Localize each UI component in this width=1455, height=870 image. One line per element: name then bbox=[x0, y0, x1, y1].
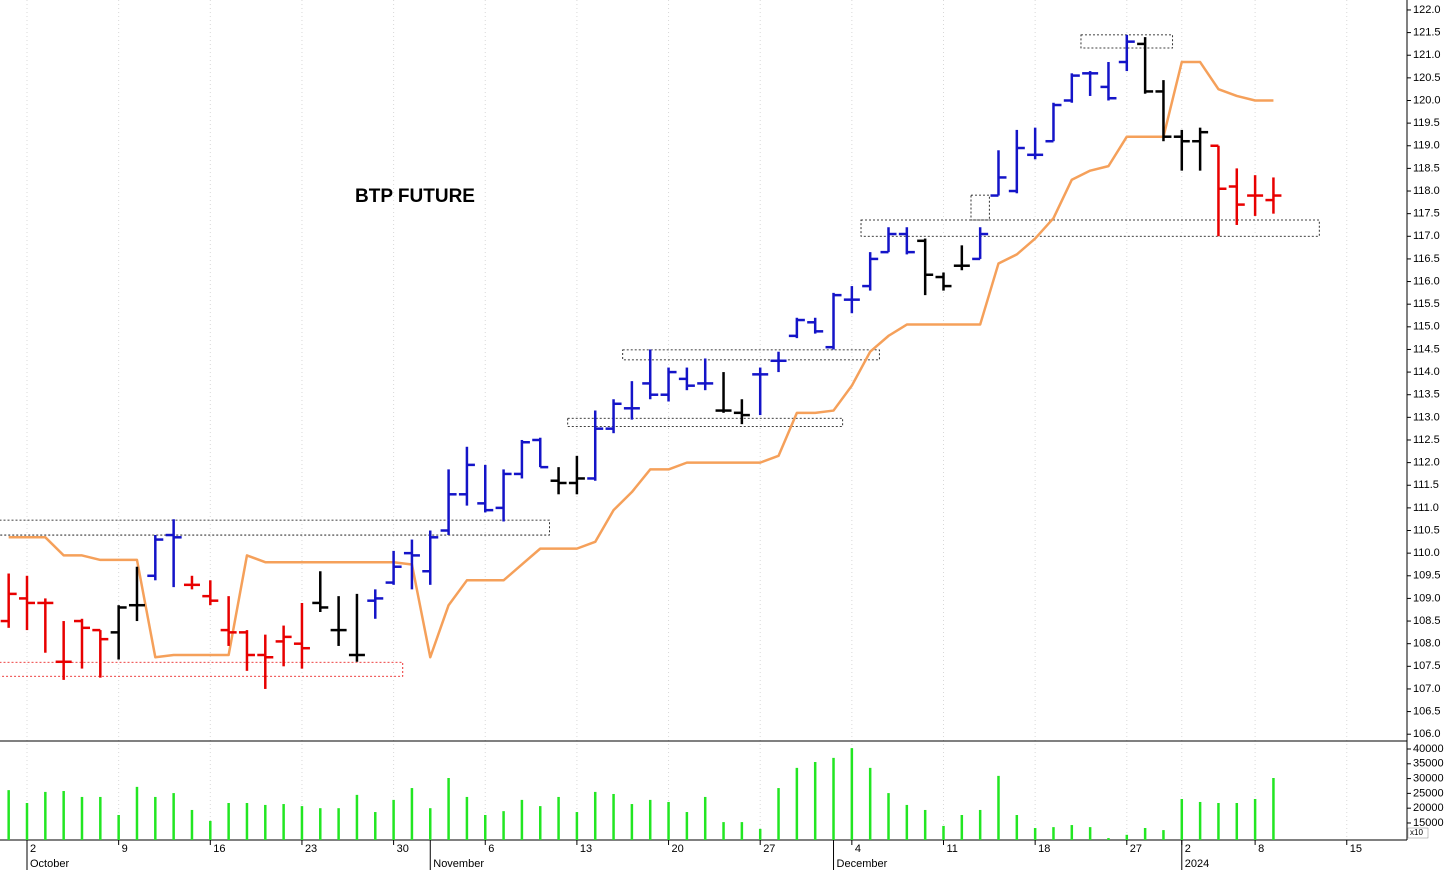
y-tick-label: 119.0 bbox=[1413, 140, 1440, 152]
y-tick-label: 121.5 bbox=[1413, 26, 1441, 38]
price-zone bbox=[970, 194, 990, 221]
y-tick-label: 110.0 bbox=[1413, 547, 1440, 559]
y-tick-label: 113.0 bbox=[1413, 411, 1440, 423]
price-zone bbox=[860, 219, 1320, 237]
y-tick-label: 110.5 bbox=[1413, 524, 1440, 536]
y-tick-label: 122.0 bbox=[1413, 4, 1441, 16]
y-tick-label: 108.0 bbox=[1413, 638, 1441, 650]
y-tick-label: 114.0 bbox=[1413, 366, 1440, 378]
y-tick-label: 107.0 bbox=[1413, 683, 1441, 695]
y-tick-label: 116.0 bbox=[1413, 275, 1440, 287]
volume-y-tick-label: 30000 bbox=[1413, 772, 1444, 784]
price-zone bbox=[622, 349, 880, 361]
x-tick-label: 15 bbox=[1350, 843, 1362, 855]
x-tick-label: 20 bbox=[672, 843, 684, 855]
month-label: November bbox=[433, 858, 484, 870]
x-tick-label: 8 bbox=[1258, 843, 1264, 855]
y-tick-label: 119.5 bbox=[1413, 117, 1440, 129]
x-tick-label: 4 bbox=[855, 843, 861, 855]
x-tick-label: 18 bbox=[1038, 843, 1050, 855]
month-label: October bbox=[30, 858, 69, 870]
y-tick-label: 116.5 bbox=[1413, 253, 1440, 265]
y-tick-label: 113.5 bbox=[1413, 389, 1440, 401]
volume-unit-label: x10 bbox=[1410, 828, 1423, 837]
y-tick-label: 115.5 bbox=[1413, 298, 1440, 310]
y-tick-label: 115.0 bbox=[1413, 321, 1440, 333]
volume-y-tick-label: 25000 bbox=[1413, 787, 1444, 799]
stop-line bbox=[8, 60, 1274, 659]
volume-y-tick-label: 40000 bbox=[1413, 743, 1444, 755]
volume-y-tick-label: 20000 bbox=[1413, 802, 1444, 814]
y-tick-label: 117.5 bbox=[1413, 208, 1440, 220]
y-tick-label: 112.0 bbox=[1413, 457, 1440, 469]
price-zone bbox=[0, 661, 404, 677]
y-tick-label: 108.5 bbox=[1413, 615, 1441, 627]
x-tick-label: 30 bbox=[397, 843, 409, 855]
y-tick-label: 109.5 bbox=[1413, 570, 1441, 582]
month-label: 2024 bbox=[1185, 858, 1209, 870]
x-tick-label: 16 bbox=[213, 843, 225, 855]
y-tick-label: 114.5 bbox=[1413, 343, 1440, 355]
y-tick-label: 120.5 bbox=[1413, 72, 1441, 84]
y-tick-label: 118.5 bbox=[1413, 162, 1440, 174]
x-tick-label: 2 bbox=[1185, 843, 1191, 855]
x-tick-label: 11 bbox=[947, 843, 958, 855]
y-tick-label: 107.5 bbox=[1413, 660, 1441, 672]
unit-box bbox=[1407, 827, 1429, 839]
volume-y-tick-label: 15000 bbox=[1413, 817, 1444, 829]
x-tick-label: 6 bbox=[488, 843, 494, 855]
y-tick-label: 111.0 bbox=[1413, 502, 1439, 514]
y-tick-label: 111.5 bbox=[1413, 479, 1439, 491]
price-zone bbox=[0, 519, 550, 536]
chart-title: BTP FUTURE bbox=[355, 186, 475, 207]
x-tick-label: 13 bbox=[580, 843, 592, 855]
price-zone bbox=[567, 417, 844, 427]
y-tick-label: 106.0 bbox=[1413, 728, 1441, 740]
x-tick-label: 27 bbox=[763, 843, 775, 855]
y-tick-label: 117.0 bbox=[1413, 230, 1440, 242]
y-tick-label: 109.0 bbox=[1413, 592, 1441, 604]
y-tick-label: 112.5 bbox=[1413, 434, 1440, 446]
y-tick-label: 121.0 bbox=[1413, 49, 1441, 61]
x-tick-label: 9 bbox=[122, 843, 128, 855]
y-tick-label: 106.5 bbox=[1413, 705, 1441, 717]
volume-y-tick-label: 35000 bbox=[1413, 758, 1444, 770]
month-label: December bbox=[837, 858, 888, 870]
x-tick-label: 27 bbox=[1130, 843, 1142, 855]
x-tick-label: 2 bbox=[30, 843, 36, 855]
y-tick-label: 120.0 bbox=[1413, 94, 1441, 106]
y-tick-label: 118.0 bbox=[1413, 185, 1440, 197]
x-tick-label: 23 bbox=[305, 843, 317, 855]
